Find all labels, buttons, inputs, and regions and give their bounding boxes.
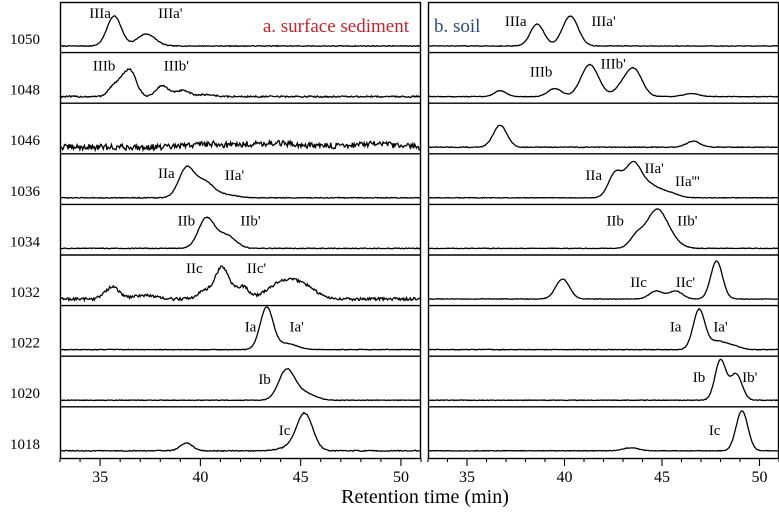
trace-b-1032 (427, 260, 779, 301)
peak-label: Ib' (742, 370, 757, 386)
trace-b-1046 (427, 124, 779, 149)
peak-label: IIc' (247, 261, 267, 277)
trace-a-1034 (59, 216, 422, 250)
row-label-1022: 1022 (10, 336, 40, 352)
peak-label: IIIb' (164, 59, 189, 75)
row-label-1048: 1048 (10, 83, 40, 99)
row-label-1046: 1046 (10, 133, 41, 149)
x-tick-label-40: 40 (557, 469, 573, 486)
peak-label: IIb' (677, 213, 697, 229)
peak-label: Ib (693, 370, 706, 386)
peak-label: IIa''' (675, 174, 700, 190)
peak-label: IIb (606, 213, 624, 229)
trace-b-1020 (427, 358, 779, 402)
trace-a-1018 (59, 411, 422, 453)
trace-a-1022 (59, 306, 422, 351)
row-label-1032: 1032 (10, 285, 40, 301)
trace-b-1022 (427, 307, 779, 351)
panel-title-a: a. surface sediment (263, 16, 410, 37)
peak-label: IIa' (645, 161, 665, 177)
trace-b-1036 (427, 160, 779, 199)
peak-label: IIIa (505, 14, 527, 30)
peak-label: IIIa' (158, 6, 183, 22)
x-tick-label-50: 50 (752, 469, 768, 486)
peak-label: IIIb (530, 65, 553, 81)
panel-soil: 35 40 45 50 b. soil IIIa IIIa' IIIb IIIb' IIa IIa'… (427, 1, 779, 486)
row-label-layer: 1050 1048 1046 1036 1034 1032 1022 1020 1018 (10, 32, 41, 453)
peak-label: Ic (709, 423, 721, 439)
x-axis-label: Retention time (min) (341, 486, 509, 508)
trace-a-1036 (59, 165, 422, 200)
peak-label: Ia' (289, 320, 304, 336)
row-label-1018: 1018 (10, 437, 40, 453)
trace-b-1018 (428, 410, 779, 452)
peak-label: Ic (279, 423, 291, 439)
peak-label: IIa' (225, 168, 245, 184)
x-tick-label-35: 35 (459, 469, 475, 486)
peak-label: IIc (186, 261, 203, 277)
panel-title-b: b. soil (434, 16, 480, 37)
x-tick-label-45: 45 (293, 469, 309, 486)
x-tick-label-35: 35 (92, 469, 108, 486)
trace-a-1020 (60, 367, 422, 402)
peak-label: IIc (630, 275, 647, 291)
peak-label: IIIb (93, 59, 116, 75)
row-label-1036: 1036 (10, 184, 41, 200)
row-label-1020: 1020 (10, 386, 40, 402)
trace-b-1050 (428, 15, 779, 48)
peak-label: IIIa (89, 6, 111, 22)
peak-label: IIb' (240, 213, 260, 229)
peak-label: Ia' (713, 320, 728, 336)
x-tick-label-50: 50 (393, 469, 409, 486)
peak-label: IIIa' (591, 14, 616, 30)
peak-label: Ia (245, 320, 257, 336)
trace-b-1034 (428, 208, 779, 250)
row-label-1034: 1034 (10, 234, 41, 250)
trace-a-1046 (59, 138, 422, 153)
row-label-1050: 1050 (10, 32, 40, 48)
peak-label: IIa (158, 166, 175, 182)
peak-label: IIIb' (601, 57, 626, 73)
trace-a-1050 (59, 15, 422, 48)
peak-label: IIc' (676, 275, 696, 291)
trace-a-1048 (59, 68, 422, 99)
peak-label: Ia (670, 320, 682, 336)
trace-a-1032 (59, 265, 422, 303)
peak-label: IIb (178, 213, 196, 229)
panel-surface-sediment: 35 40 45 50 a. surface sediment IIIa IIIa' IIIb… (59, 1, 422, 486)
peak-label: Ib (258, 372, 271, 388)
trace-b-1048 (427, 63, 779, 98)
x-tick-label-45: 45 (654, 469, 670, 486)
peak-label: IIa (585, 168, 602, 184)
x-tick-label-40: 40 (192, 469, 208, 486)
